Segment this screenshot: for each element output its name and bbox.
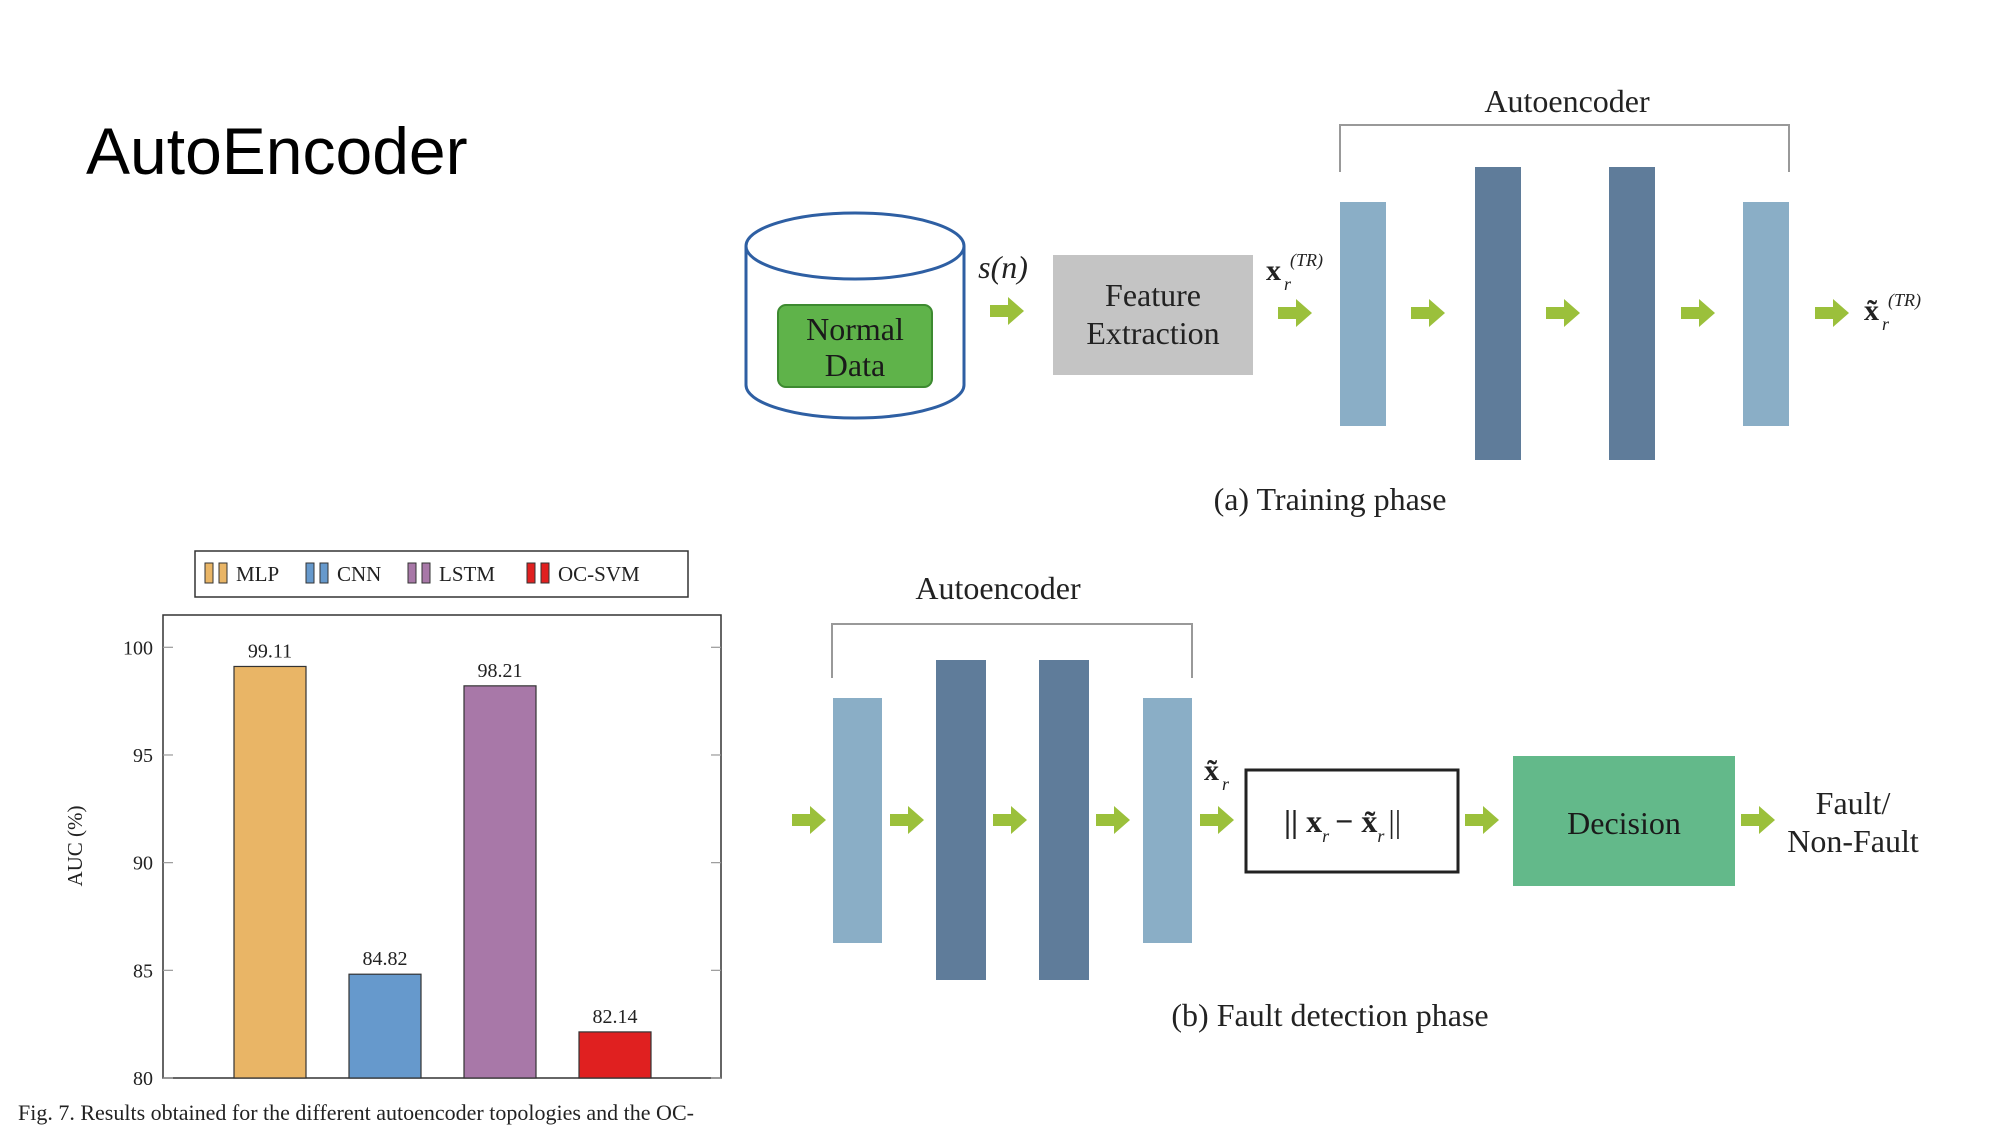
arrow-icon (1411, 299, 1445, 327)
input-vector-sup: (TR) (1290, 250, 1323, 271)
bar-value-label: 98.21 (478, 660, 523, 682)
y-tick-label: 85 (133, 960, 153, 982)
bar-lstm (463, 685, 537, 1079)
norm-expression: || xr − x̃r || (1284, 803, 1401, 846)
feature-extraction-box (1053, 255, 1253, 375)
reconstruction-error-box (1244, 768, 1460, 874)
detection-phase: Autoencoder x̃ r || xr − x̃r || Decision F… (792, 570, 1919, 1033)
legend-swatch (540, 562, 550, 584)
norm-minus: − x̃ (1335, 803, 1377, 839)
detection-caption: (b) Fault detection phase (1171, 997, 1488, 1033)
y-tick-label: 100 (123, 637, 153, 659)
training-phase: Normal Data s(n) Feature Extraction x r … (744, 83, 1921, 517)
recon-vector-label: x̃ (1204, 754, 1219, 787)
arrow-icon (1546, 299, 1580, 327)
y-tick-label: 90 (133, 853, 153, 875)
decoder-layer-outer (1143, 698, 1192, 943)
norm-sub-1: r (1322, 826, 1330, 846)
slide-title: AutoEncoder (86, 114, 468, 188)
arrow-icon (1096, 806, 1130, 834)
decision-label: Decision (1567, 805, 1681, 841)
bar-value-label: 99.11 (248, 640, 292, 662)
normal-data-label-2: Data (825, 347, 885, 383)
bar-mlp (233, 665, 307, 1079)
signal-label: s(n) (978, 249, 1028, 285)
normal-data-box (777, 304, 933, 388)
arrow-icon (1465, 806, 1499, 834)
bar-cnn (348, 973, 422, 1079)
decoder-layer-outer (1743, 202, 1789, 426)
output-label-1: Fault/ (1816, 785, 1891, 821)
arrow-icon (993, 806, 1027, 834)
figure-caption: Fig. 7. Results obtained for the differe… (18, 1100, 694, 1125)
arrow-icon (1278, 299, 1312, 327)
encoder-layer-inner (936, 660, 986, 980)
bar-value-label: 82.14 (593, 1006, 638, 1028)
legend-label-lstm: LSTM (439, 562, 495, 586)
normal-data-label-1: Normal (806, 311, 904, 347)
legend-swatch (526, 562, 536, 584)
output-vector-label: x̃ (1864, 294, 1879, 327)
arrow-icon (1741, 806, 1775, 834)
legend-swatch (204, 562, 214, 584)
arrow-icon (890, 806, 924, 834)
feature-extraction-label-2: Extraction (1086, 315, 1219, 351)
chart-plot-area (162, 614, 722, 1079)
arrow-icon (792, 806, 826, 834)
norm-sub-2: r (1377, 826, 1385, 846)
autoencoder-bracket-top (1339, 124, 1790, 172)
feature-extraction-label-1: Feature (1105, 277, 1201, 313)
output-vector-sup: (TR) (1888, 290, 1921, 311)
encoder-layer-inner (1475, 167, 1521, 460)
legend-label-cnn: CNN (337, 562, 381, 586)
encoder-layer-outer (833, 698, 882, 943)
legend-swatch (305, 562, 315, 584)
training-caption: (a) Training phase (1214, 481, 1447, 517)
bar-value-label: 84.82 (363, 948, 408, 970)
encoder-layer-outer (1340, 202, 1386, 426)
legend-label-oc-svm: OC-SVM (558, 562, 640, 586)
norm-close: || (1388, 803, 1401, 839)
legend-swatch (407, 562, 417, 584)
arrow-icon (1200, 806, 1234, 834)
y-tick-label: 95 (133, 745, 153, 767)
auc-bar-chart: MLP CNN LSTM OC-SVM 80 85 90 95 100 99.11 84.82 9… (63, 550, 722, 1090)
input-vector-sub: r (1284, 274, 1292, 294)
y-axis-label: AUC (%) (63, 805, 87, 886)
output-vector-sub: r (1882, 314, 1890, 334)
output-label-2: Non-Fault (1787, 823, 1919, 859)
legend-swatch (319, 562, 329, 584)
legend-swatch (421, 562, 431, 584)
recon-vector-sub: r (1222, 774, 1230, 794)
decision-box (1513, 756, 1735, 886)
arrow-icon (1681, 299, 1715, 327)
arrow-icon (1815, 299, 1849, 327)
chart-legend (194, 550, 689, 598)
legend-swatch (218, 562, 228, 584)
legend-label-mlp: MLP (236, 562, 279, 586)
arrow-icon (990, 297, 1024, 325)
norm-open: || x (1284, 803, 1322, 839)
input-vector-label: x (1266, 254, 1281, 287)
autoencoder-label-bottom: Autoencoder (915, 570, 1081, 606)
decoder-layer-inner (1039, 660, 1089, 980)
bar-oc-svm (578, 1031, 652, 1079)
autoencoder-bracket-bottom (831, 623, 1193, 678)
y-tick-label: 80 (133, 1068, 153, 1090)
decoder-layer-inner (1609, 167, 1655, 460)
autoencoder-label-top: Autoencoder (1484, 83, 1650, 119)
